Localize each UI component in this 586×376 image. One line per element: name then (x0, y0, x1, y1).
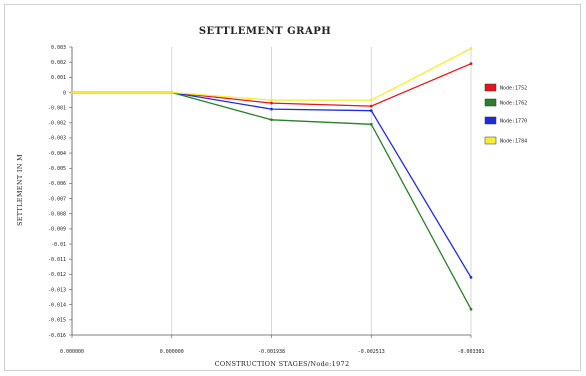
x-tick-label: -0.001938 (258, 349, 285, 355)
chart-title: SETTLEMENT GRAPH (199, 26, 331, 37)
series-point-2-2 (270, 107, 273, 111)
y-tick-label: -0.006 (48, 181, 66, 187)
chart-frame (4, 4, 581, 371)
y-tick-label: -0.015 (48, 318, 66, 324)
grid (171, 47, 472, 335)
series-point-3-0 (70, 91, 74, 94)
y-tick-label: -0.008 (48, 212, 66, 218)
y-tick-label: 0.003 (51, 45, 66, 51)
y-tick-label: -0.014 (48, 302, 66, 308)
legend-swatch (484, 98, 497, 107)
x-tick-labels: 0.000000 0.000000 -0.001938 -0.002513 -0.003… (60, 349, 485, 355)
y-tick-label: -0.01 (51, 242, 66, 248)
series-point-2-4 (469, 276, 473, 279)
legend-label: Node:1752 (500, 86, 527, 92)
series-point-1-3 (369, 122, 373, 126)
series-point-0-2 (270, 101, 273, 105)
y-tick-label: -0.003 (48, 136, 66, 142)
y-tick-label: -0.002 (48, 121, 66, 127)
x-tick-label: -0.003381 (457, 349, 484, 355)
x-tick-label: 0.000000 (60, 349, 84, 355)
series-point-3-4 (469, 47, 473, 50)
y-tick-label: -0.009 (48, 227, 66, 233)
y-tick-label: 0.002 (51, 60, 66, 66)
y-tick-label: -0.013 (48, 287, 66, 293)
legend: Node:1752 Node:1762 Node:1770 Node:1784 (484, 83, 527, 145)
y-tick-label: -0.001 (48, 105, 66, 111)
x-tick-label: 0.000000 (160, 349, 184, 355)
legend-swatch (484, 136, 497, 145)
y-tick-labels: 0.003 0.002 0.001 0 -0.001 -0.002 -0.003 -0.004… (48, 45, 66, 339)
y-axis-label: SETTLEMENT IN M (16, 154, 24, 226)
y-tick-label: -0.012 (48, 272, 66, 278)
series-point-2-3 (369, 109, 373, 113)
series-point-1-2 (270, 118, 273, 122)
series-lines (70, 47, 473, 311)
y-tick-label: 0.001 (51, 75, 66, 81)
legend-swatch (484, 116, 497, 125)
y-tick-label: 0 (63, 90, 66, 96)
legend-label: Node:1770 (500, 119, 527, 125)
legend-swatch (484, 83, 497, 92)
series-point-3-3 (369, 98, 373, 102)
legend-label: Node:1762 (500, 101, 527, 107)
y-tick-label: -0.005 (48, 166, 66, 172)
x-tick-label: -0.002513 (358, 349, 385, 355)
series-point-1-4 (469, 307, 473, 311)
y-tick-label: -0.007 (48, 196, 66, 202)
y-tick-label: -0.016 (48, 333, 66, 339)
x-axis-label: CONSTRUCTION STAGES/Node:1972 (215, 360, 350, 368)
series-point-0-4 (469, 62, 473, 66)
y-tick-label: -0.011 (48, 257, 66, 263)
axes (69, 46, 472, 338)
series-point-0-3 (369, 104, 373, 108)
legend-label: Node:1784 (500, 139, 527, 145)
y-tick-label: -0.004 (48, 151, 66, 157)
series-point-3-2 (270, 98, 273, 102)
series-point-3-1 (170, 91, 174, 94)
